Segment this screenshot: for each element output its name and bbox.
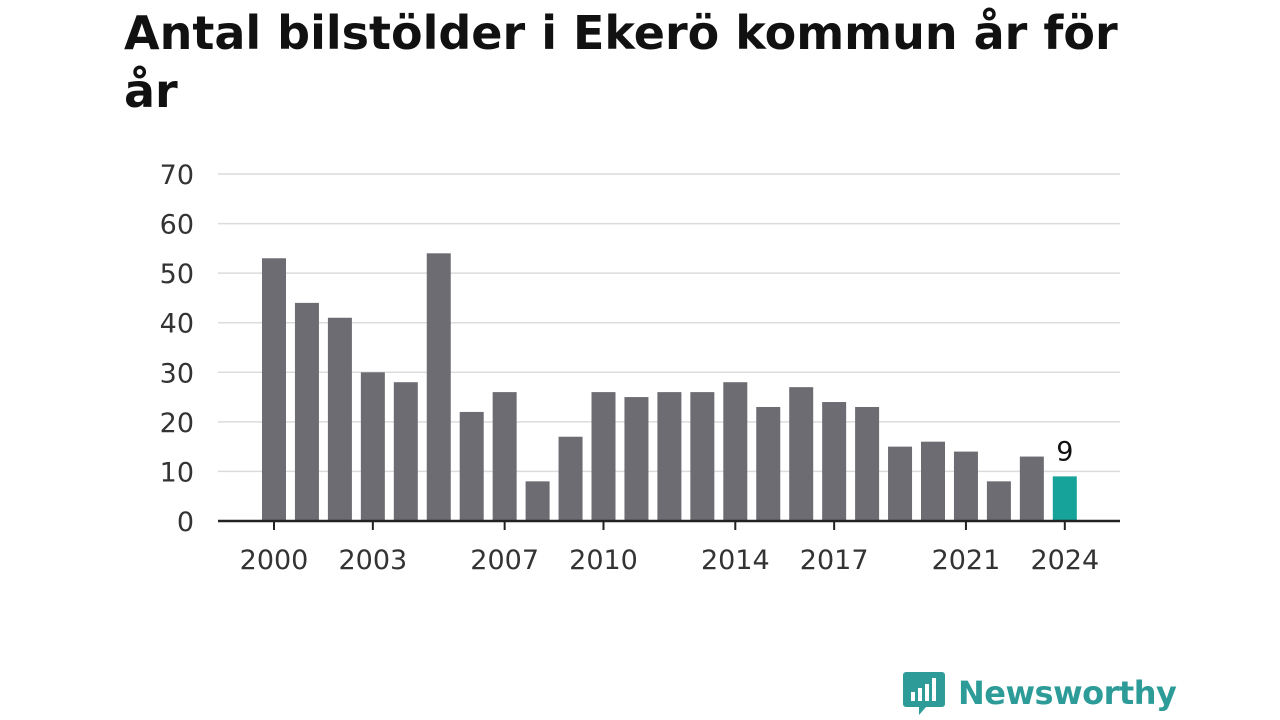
x-tick-label: 2024 <box>1030 545 1099 576</box>
bar <box>525 481 550 521</box>
bar <box>723 382 748 521</box>
x-tick-label: 2003 <box>338 545 407 576</box>
bar <box>459 411 484 521</box>
bar <box>492 392 517 521</box>
bar <box>426 253 451 522</box>
brand-logo: Newsworthy <box>902 670 1177 716</box>
x-tick-label: 2017 <box>800 545 869 576</box>
y-tick-label: 70 <box>160 160 194 191</box>
data-label: 9 <box>1056 436 1073 467</box>
bar <box>294 302 319 521</box>
bar <box>1019 456 1044 521</box>
x-tick-label: 2000 <box>240 545 309 576</box>
y-tick-label: 20 <box>160 408 194 439</box>
bar <box>690 392 715 521</box>
bar <box>327 317 352 521</box>
bar <box>262 258 286 521</box>
bar <box>657 392 682 521</box>
bar <box>1052 476 1077 521</box>
x-tick-label: 2014 <box>701 545 770 576</box>
bar <box>921 441 945 521</box>
bar <box>360 372 385 521</box>
y-tick-label: 50 <box>160 259 194 290</box>
brand-name: Newsworthy <box>958 674 1177 712</box>
bar <box>558 436 583 521</box>
y-tick-label: 0 <box>177 507 194 538</box>
bar <box>953 451 978 521</box>
bar <box>986 481 1011 521</box>
bar-chart-speech-bubble-icon <box>903 672 945 715</box>
bar <box>624 397 649 521</box>
y-tick-label: 30 <box>160 358 194 389</box>
x-tick-label: 2007 <box>470 545 539 576</box>
x-tick-label: 2010 <box>569 545 638 576</box>
bar <box>855 406 880 521</box>
bar <box>888 446 913 521</box>
x-tick-label: 2021 <box>932 545 1001 576</box>
bar <box>822 402 847 521</box>
y-tick-label: 40 <box>160 309 194 340</box>
y-tick-label: 60 <box>160 210 194 241</box>
bar <box>393 382 418 521</box>
bar <box>756 406 781 521</box>
chart-title: Antal bilstölder i Ekerö kommun år för å… <box>124 6 1118 118</box>
y-tick-label: 10 <box>160 457 194 488</box>
bar <box>591 392 616 521</box>
bar <box>789 387 814 521</box>
